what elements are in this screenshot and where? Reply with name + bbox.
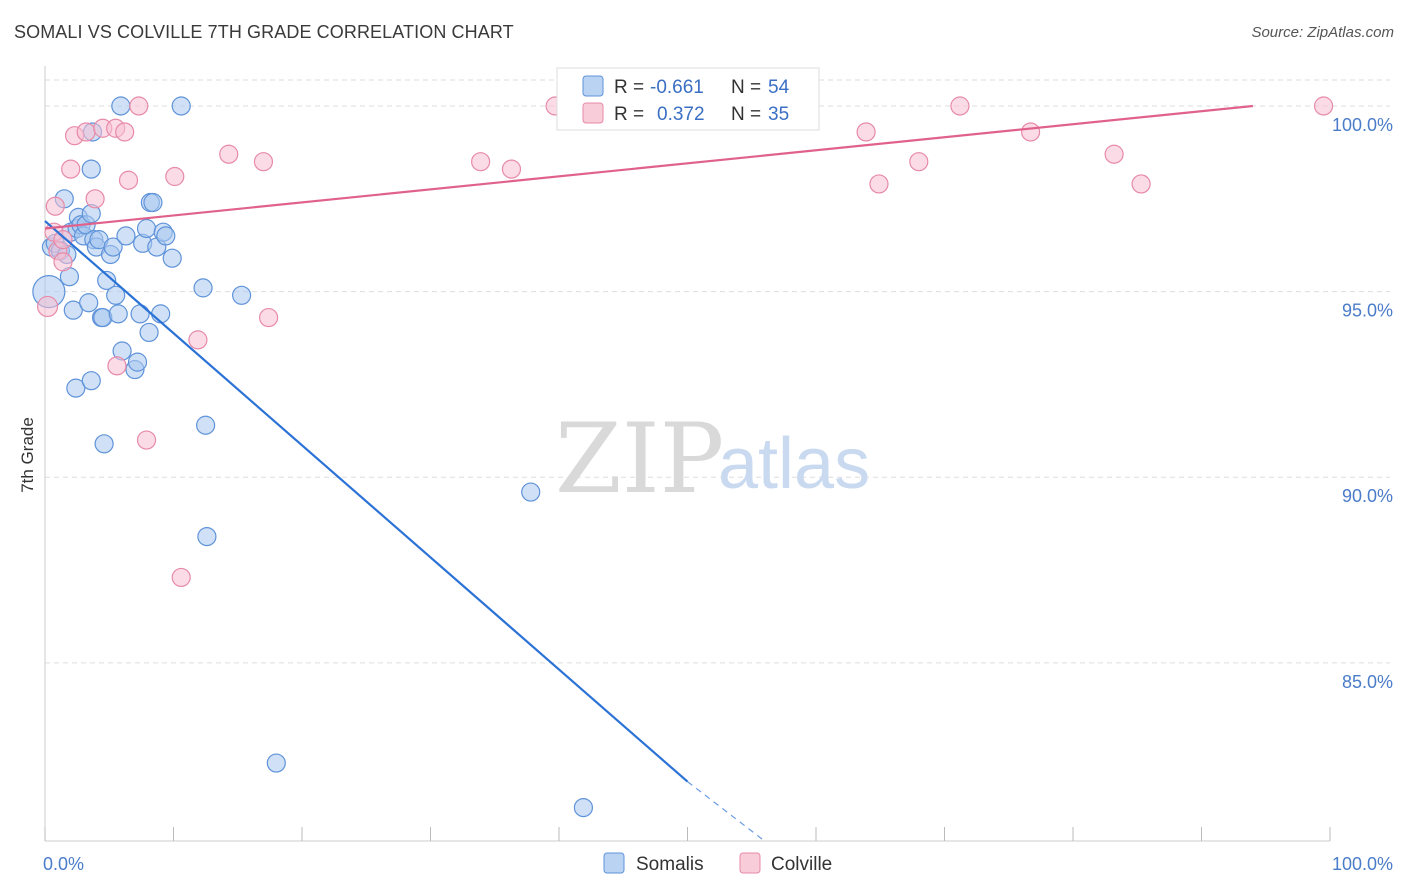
somali-point-43 <box>151 304 171 324</box>
colville-point-30 <box>909 152 929 172</box>
colville-point-22 <box>258 307 279 328</box>
colville-point-18 <box>171 567 191 588</box>
correlation-legend: R = -0.661 N = 54 R = 0.372 N = 35 <box>556 67 820 131</box>
somali-point-46 <box>162 248 182 268</box>
colville-point-0 <box>36 295 59 318</box>
trend-lines <box>44 104 1254 842</box>
colville-point-34 <box>1131 174 1151 194</box>
somali-point-35 <box>127 352 148 372</box>
gridlines <box>45 79 1390 664</box>
somali-point-50 <box>197 526 217 547</box>
x-tick-labels: 0.0% 100.0% <box>43 854 1393 874</box>
series-legend: Somalis Colville <box>603 852 832 875</box>
colville-point-35 <box>1313 96 1334 116</box>
somali-point-48 <box>193 278 213 298</box>
colville-point-14 <box>118 170 139 190</box>
colville-point-24 <box>501 159 522 179</box>
legend-somali-n-value: 54 <box>768 77 790 98</box>
somali-point-54 <box>573 797 594 818</box>
colville-point-6 <box>61 159 81 179</box>
colville-point-12 <box>107 356 127 376</box>
chart-title: SOMALI VS COLVILLE 7TH GRADE CORRELATION… <box>14 22 514 42</box>
y-tick-label-1: 95.0% <box>1342 301 1393 321</box>
colville-point-33 <box>1104 144 1124 164</box>
colville-point-2 <box>45 196 65 216</box>
somali-point-39 <box>139 322 159 343</box>
somali-point-52 <box>266 753 286 773</box>
watermark-atlas: atlas <box>718 424 870 504</box>
somali-point-8 <box>63 300 83 320</box>
somali-point-33 <box>116 226 136 246</box>
y-tick-label-3: 85.0% <box>1342 672 1393 692</box>
colville-point-29 <box>869 174 889 194</box>
somali-point-47 <box>171 96 191 116</box>
legend-somali-r-label: R = <box>614 77 644 98</box>
colville-point-17 <box>165 166 185 187</box>
somali-point-9 <box>66 378 86 398</box>
axes <box>44 66 1331 842</box>
legend-somali-r-value: -0.661 <box>650 77 704 98</box>
legend-colville-n-label: N = <box>731 104 761 125</box>
legend-colville-n-value: 35 <box>768 104 789 125</box>
somali-point-25 <box>94 434 114 454</box>
colville-point-8 <box>76 122 96 142</box>
colville-point-21 <box>253 152 274 172</box>
somali-trend-line <box>44 220 689 783</box>
colville-point-5 <box>53 252 73 272</box>
somali-point-45 <box>156 226 176 246</box>
watermark: ZIP atlas <box>555 403 870 515</box>
legend-colville-r-value: 0.372 <box>657 104 705 125</box>
somali-trend-extension <box>687 781 765 842</box>
colville-point-32 <box>1020 122 1041 142</box>
somali-point-41 <box>143 192 163 213</box>
somali-point-15 <box>79 293 99 313</box>
somali-point-20 <box>81 159 101 179</box>
colville-point-19 <box>188 330 208 350</box>
colville-point-20 <box>219 144 239 164</box>
y-tick-labels: 100.0% 95.0% 90.0% 85.0% <box>1332 115 1393 692</box>
somali-point-26 <box>97 270 117 291</box>
colville-point-28 <box>856 122 876 142</box>
colville-point-23 <box>471 152 491 172</box>
colville-point-31 <box>950 96 970 116</box>
colville-point-4 <box>53 230 73 250</box>
somali-point-31 <box>111 96 131 116</box>
somali-point-53 <box>521 482 541 502</box>
colville-trend-line <box>44 104 1254 230</box>
colville-point-16 <box>136 430 157 450</box>
bottom-legend-swatch-colville <box>739 852 761 874</box>
legend-swatch-colville <box>582 102 604 124</box>
colville-point-15 <box>129 96 149 116</box>
colville-point-13 <box>115 122 135 142</box>
x-tick-label-1: 100.0% <box>1332 854 1393 874</box>
chart-source: Source: ZipAtlas.com <box>1251 24 1394 41</box>
y-tick-label-2: 90.0% <box>1342 486 1393 506</box>
legend-colville-r-label: R = <box>614 104 644 125</box>
y-tick-label-0: 100.0% <box>1332 115 1393 135</box>
somali-point-29 <box>106 285 126 305</box>
somali-point-21 <box>81 371 101 391</box>
legend-swatch-somali <box>582 75 604 97</box>
somali-point-28 <box>103 237 123 257</box>
somali-point-38 <box>136 218 157 239</box>
somali-point-36 <box>130 304 150 324</box>
somali-point-49 <box>196 415 216 435</box>
legend-somali-n-label: N = <box>731 77 761 98</box>
bottom-legend-somali: Somalis <box>636 854 704 875</box>
somali-point-51 <box>232 285 252 305</box>
bottom-legend-swatch-somali <box>603 852 625 874</box>
y-axis-title: 7th Grade <box>18 417 37 493</box>
somali-point-30 <box>108 304 128 324</box>
colville-point-9 <box>85 189 105 209</box>
bottom-legend-colville: Colville <box>771 854 832 875</box>
watermark-zip: ZIP <box>555 403 724 515</box>
x-tick-label-0: 0.0% <box>43 854 84 874</box>
